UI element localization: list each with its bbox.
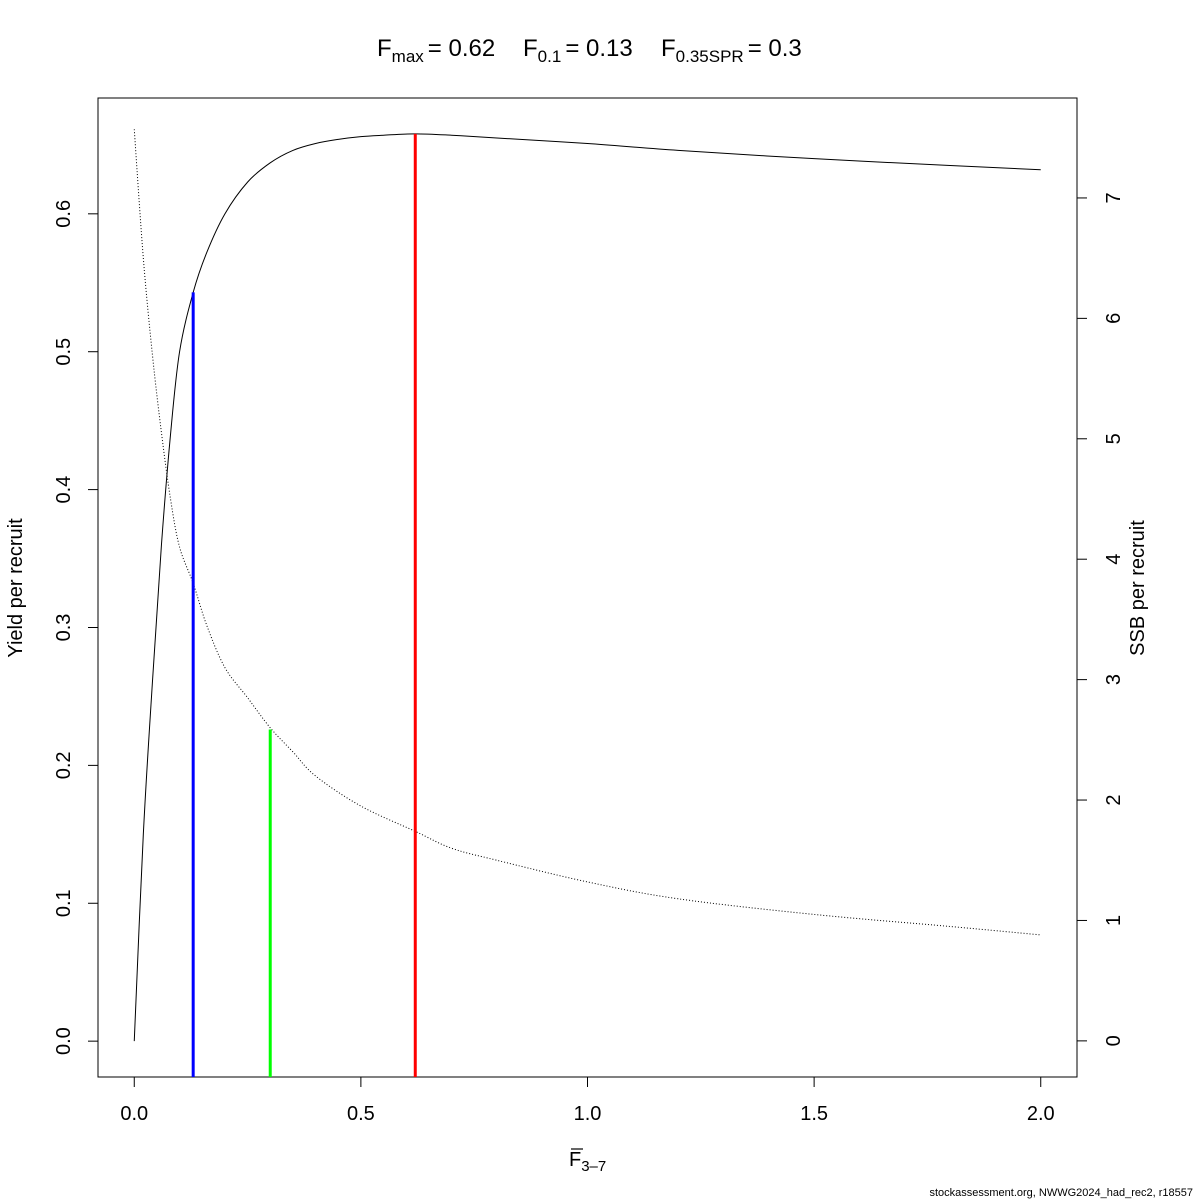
y-left-tick-label: 0.5 [53,338,75,366]
y-right-tick-label: 1 [1103,915,1125,926]
y-right-axis-label: SSB per recruit [1127,520,1149,656]
title-fmax: Fmax = 0.62 [377,35,495,66]
x-axis: 0.0 0.5 1.0 1.5 2.0 [120,1076,1055,1125]
y-left-tick-label: 0.4 [53,476,75,504]
y-right-tick-label: 4 [1103,554,1125,565]
y-right-axis: 0 1 2 3 4 5 6 7 [1076,192,1125,1046]
x-tick-label: 1.5 [800,1103,828,1125]
y-right-tick-label: 5 [1103,433,1125,444]
reference-lines [191,133,417,1077]
svg-text:F3–7: F3–7 [569,1149,606,1175]
x-tick-label: 0.5 [347,1103,375,1125]
x-tick-label: 2.0 [1027,1103,1055,1125]
footer-credit: stockassessment.org, NWWG2024_had_rec2, … [929,1187,1193,1199]
y-left-tick-label: 0.2 [53,751,75,779]
y-left-axis: 0.0 0.1 0.2 0.3 0.4 0.5 0.6 [53,200,99,1055]
y-right-tick-label: 0 [1103,1035,1125,1046]
y-right-tick-label: 3 [1103,674,1125,685]
title-fspr: F0.35SPR = 0.3 [661,35,802,66]
y-left-tick-label: 0.0 [53,1027,75,1055]
yield-per-recruit-line [133,133,1041,1042]
plot-frame [97,97,1078,1078]
series-layer [133,129,1041,1042]
title-f01: F0.1 = 0.13 [523,35,633,66]
y-right-tick-label: 6 [1103,313,1125,324]
y-left-axis-label: Yield per recruit [5,518,27,658]
x-tick-label: 1.0 [574,1103,602,1125]
x-axis-label: F3–7 [569,1148,606,1175]
y-left-tick-label: 0.1 [53,889,75,917]
y-left-tick-label: 0.6 [53,200,75,228]
y-left-tick-label: 0.3 [53,614,75,642]
y-right-tick-label: 2 [1103,794,1125,805]
y-right-tick-label: 7 [1103,192,1125,203]
chart-title: Fmax = 0.62 F0.1 = 0.13 F0.35SPR = 0.3 [377,35,802,66]
x-tick-label: 0.0 [120,1103,148,1125]
